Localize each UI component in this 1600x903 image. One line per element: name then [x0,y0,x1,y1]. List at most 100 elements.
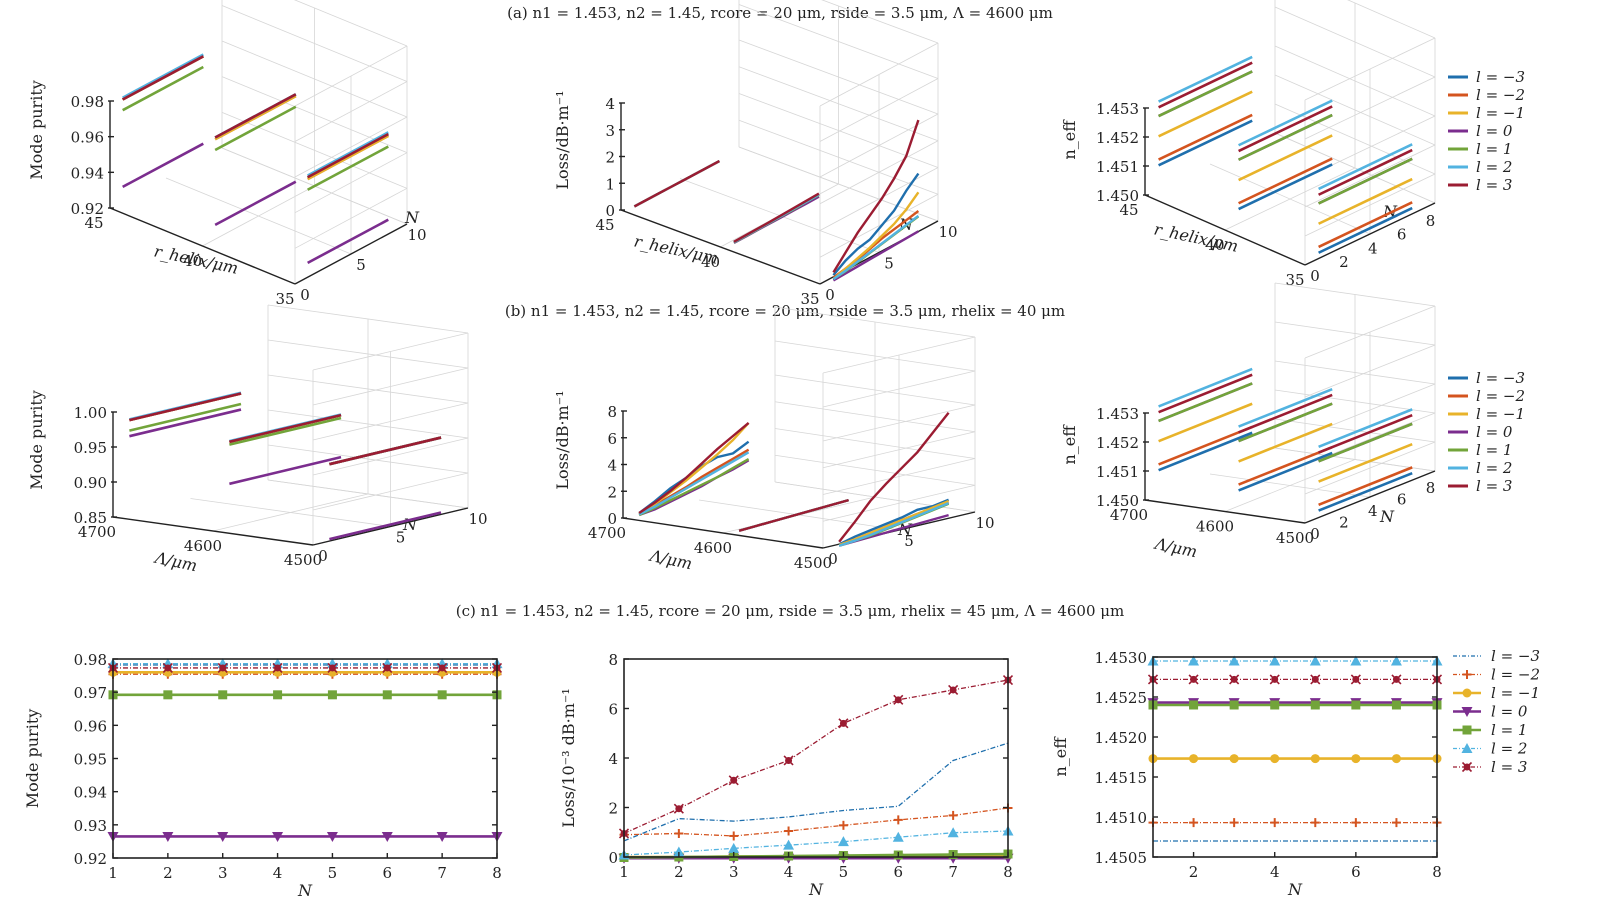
series-line-l=-3 [1238,451,1333,492]
n-tick-label: 10 [407,226,426,244]
y-tick-label: 4 [608,750,618,768]
gridline [1209,473,1371,498]
legend-item: l = −2 [1453,666,1540,684]
z-tick-label: 0 [607,510,617,528]
series-line-l=3 [638,422,750,515]
legend-label: l = 1 [1476,441,1512,459]
z-axis-label: n_eff [1060,424,1079,465]
series-line-l=-3 [1318,206,1413,254]
z-tick-label: 8 [607,403,617,421]
legend-item: l = 0 [1448,122,1513,140]
n-tick-label: 6 [1397,226,1407,244]
x-axis [620,209,821,285]
legend: l = −3l = −2l = −1l = 0l = 1l = 2l = 3 [1448,68,1525,194]
panel-a-title: (a) n1 = 1.453, n2 = 1.45, rcore = 20 μm… [507,4,1053,22]
series-line-l=3 [129,392,242,422]
marker-triangle-up [673,846,685,857]
n-tick-label: 0 [300,286,310,304]
series-line-l=-1 [307,134,389,181]
x-axis-label: N [1287,880,1303,899]
x-tick-label: 35 [800,290,819,308]
series-line-l=3 [733,192,820,243]
series-line-l=2 [122,53,204,99]
legend-item: l = 1 [1453,721,1527,739]
gridline [221,5,408,82]
marker-x [783,755,794,766]
series-line-l=2 [638,451,750,516]
legend-item: l = 0 [1453,703,1528,721]
marker-triangle-up [783,839,795,850]
x-axis [1144,499,1306,524]
y-axis-label: Mode purity [23,709,42,809]
marker-triangle-down [436,831,448,842]
legend-item: l = −1 [1448,104,1525,122]
y-tick-label: 0.95 [74,751,107,769]
y-tick-label: 1.4515 [1095,769,1148,787]
marker-x [382,662,393,674]
x-axis-label: r_helix/μm [1152,219,1240,255]
series-line-l=2 [1238,387,1333,428]
y-tick-label: 0.93 [74,817,107,835]
series-line-l=-1 [832,191,920,281]
series-line-l=-1 [1238,134,1333,182]
marker-triangle-up [1228,655,1240,666]
marker-triangle-up [1188,655,1200,666]
z-tick-label: 1.451 [1096,463,1139,481]
series-line-l=3 [229,413,342,444]
gridline [774,340,976,372]
marker-triangle-up [1350,655,1362,666]
x-tick-label: 4700 [78,523,116,541]
series-line-l=-1 [1238,422,1333,463]
panel-b-title: (b) n1 = 1.453, n2 = 1.45, rcore = 20 μm… [505,302,1065,320]
series-line-l=2 [832,214,920,281]
marker-x [838,718,849,729]
legend-item: l = 0 [1448,423,1513,441]
legend-label: l = 3 [1476,477,1512,495]
series-line-l=-3 [1318,471,1413,512]
legend-label: l = 2 [1476,158,1512,176]
n-axis [312,507,469,546]
gridline [1304,76,1436,140]
legend-label: l = 0 [1491,703,1528,721]
legend-item: l = 3 [1448,477,1512,495]
series-line-l=-1 [214,94,297,141]
legend: l = −3l = −2l = −1l = 0l = 1l = 2l = 3 [1448,369,1525,495]
x-tick-label: 40 [701,253,720,271]
series-line-l=1 [129,402,242,432]
gridline [294,45,408,107]
x-tick-label: 8 [1003,863,1013,881]
n-tick-label: 8 [1426,479,1436,497]
x-tick-label: 2 [163,864,173,882]
marker-triangle-down [217,831,229,842]
marker-x [948,684,959,696]
x-tick-label: 40 [183,252,202,270]
marker-triangle-up [1390,655,1402,666]
series-line-l=-3 [1158,431,1253,472]
marker-x [217,662,228,674]
n-tick-label: 4 [1368,239,1378,257]
legend-item: l = −2 [1448,86,1525,104]
series-line-l=0 [214,180,297,227]
gridline [774,306,976,338]
x-tick-label: 4500 [1276,529,1314,547]
gridline [1274,282,1436,307]
x-tick-label: 45 [84,214,103,232]
legend-item: l = −3 [1448,369,1525,387]
series-line-l=1 [1158,382,1253,423]
x-axis-label: r_helix/μm [152,241,240,277]
x-tick-label: 4500 [794,554,832,572]
series-line-l=-2 [1158,425,1253,466]
marker-x [893,694,904,705]
series-line-l=1 [1238,402,1333,443]
y-tick-label: 1.4505 [1095,849,1148,867]
marker-triangle-up [1269,655,1281,666]
series-line-l=-2 [1238,157,1333,205]
z-tick-label: 0.85 [74,509,107,527]
legend-item: l = −1 [1448,405,1525,423]
z-tick-label: 0.98 [71,93,104,111]
gridline [819,78,939,142]
legend-item: l = 1 [1448,140,1512,158]
x-tick-label: 6 [383,864,393,882]
